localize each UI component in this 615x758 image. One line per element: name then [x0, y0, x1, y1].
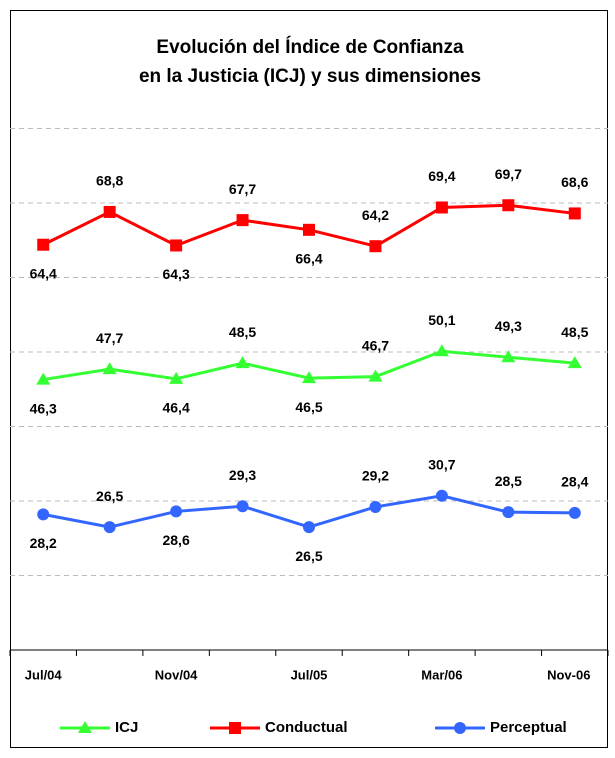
data-label: 26,5 — [96, 488, 123, 504]
marker — [229, 722, 241, 734]
marker — [36, 372, 51, 385]
marker — [501, 350, 516, 363]
chart-title: Evolución del Índice de Confianza — [156, 36, 464, 58]
data-label: 29,2 — [362, 468, 389, 484]
data-label: 48,5 — [229, 324, 256, 340]
marker — [568, 506, 581, 519]
marker — [236, 214, 249, 227]
marker — [434, 344, 449, 357]
x-tick-label: Jul/05 — [291, 667, 328, 682]
x-tick-label: Mar/06 — [421, 667, 462, 682]
data-label: 69,7 — [495, 166, 522, 182]
marker — [369, 500, 382, 513]
marker — [567, 356, 582, 369]
legend-label: Conductual — [265, 719, 348, 736]
marker — [170, 505, 183, 518]
data-label: 66,4 — [295, 251, 322, 267]
legend-label: ICJ — [115, 719, 138, 736]
data-label: 46,5 — [295, 399, 322, 415]
marker — [435, 489, 448, 502]
data-label: 46,4 — [162, 400, 189, 416]
data-label: 64,3 — [162, 266, 189, 282]
data-label: 30,7 — [428, 456, 455, 472]
marker — [37, 238, 50, 251]
marker — [303, 223, 315, 236]
marker — [102, 362, 117, 375]
data-label: 28,4 — [561, 474, 588, 490]
data-label: 49,3 — [495, 318, 522, 334]
marker — [103, 205, 116, 218]
data-label: 28,6 — [162, 532, 189, 548]
marker — [303, 521, 315, 534]
data-label: 69,4 — [428, 168, 455, 184]
marker — [502, 506, 515, 519]
data-label: 29,3 — [229, 467, 256, 483]
marker — [169, 371, 184, 384]
marker — [78, 721, 92, 733]
data-label: 64,4 — [30, 265, 57, 281]
data-label: 28,5 — [495, 473, 522, 489]
data-label: 28,2 — [30, 535, 57, 551]
marker — [236, 500, 249, 513]
data-label: 50,1 — [428, 312, 455, 328]
data-label: 46,3 — [30, 400, 57, 416]
marker — [502, 199, 515, 212]
data-label: 47,7 — [96, 330, 123, 346]
data-label: 46,7 — [362, 337, 389, 353]
data-label: 48,5 — [561, 324, 588, 340]
data-label: 67,7 — [229, 181, 256, 197]
data-label: 68,8 — [96, 173, 123, 189]
chart-title: en la Justicia (ICJ) y sus dimensiones — [139, 66, 481, 87]
legend-label: Perceptual — [490, 719, 567, 736]
x-tick-label: Nov-06 — [547, 667, 590, 682]
marker — [302, 371, 316, 384]
x-tick-label: Nov/04 — [155, 667, 198, 682]
x-tick-label: Jul/04 — [25, 667, 63, 682]
marker — [37, 508, 50, 521]
data-label: 64,2 — [362, 207, 389, 223]
marker — [103, 521, 116, 534]
marker — [454, 722, 466, 734]
marker — [170, 239, 183, 252]
marker — [369, 240, 382, 253]
marker — [368, 369, 383, 382]
marker — [435, 201, 448, 214]
data-label: 26,5 — [295, 548, 322, 564]
marker — [235, 356, 250, 369]
marker — [568, 207, 581, 220]
data-label: 68,6 — [561, 174, 588, 190]
